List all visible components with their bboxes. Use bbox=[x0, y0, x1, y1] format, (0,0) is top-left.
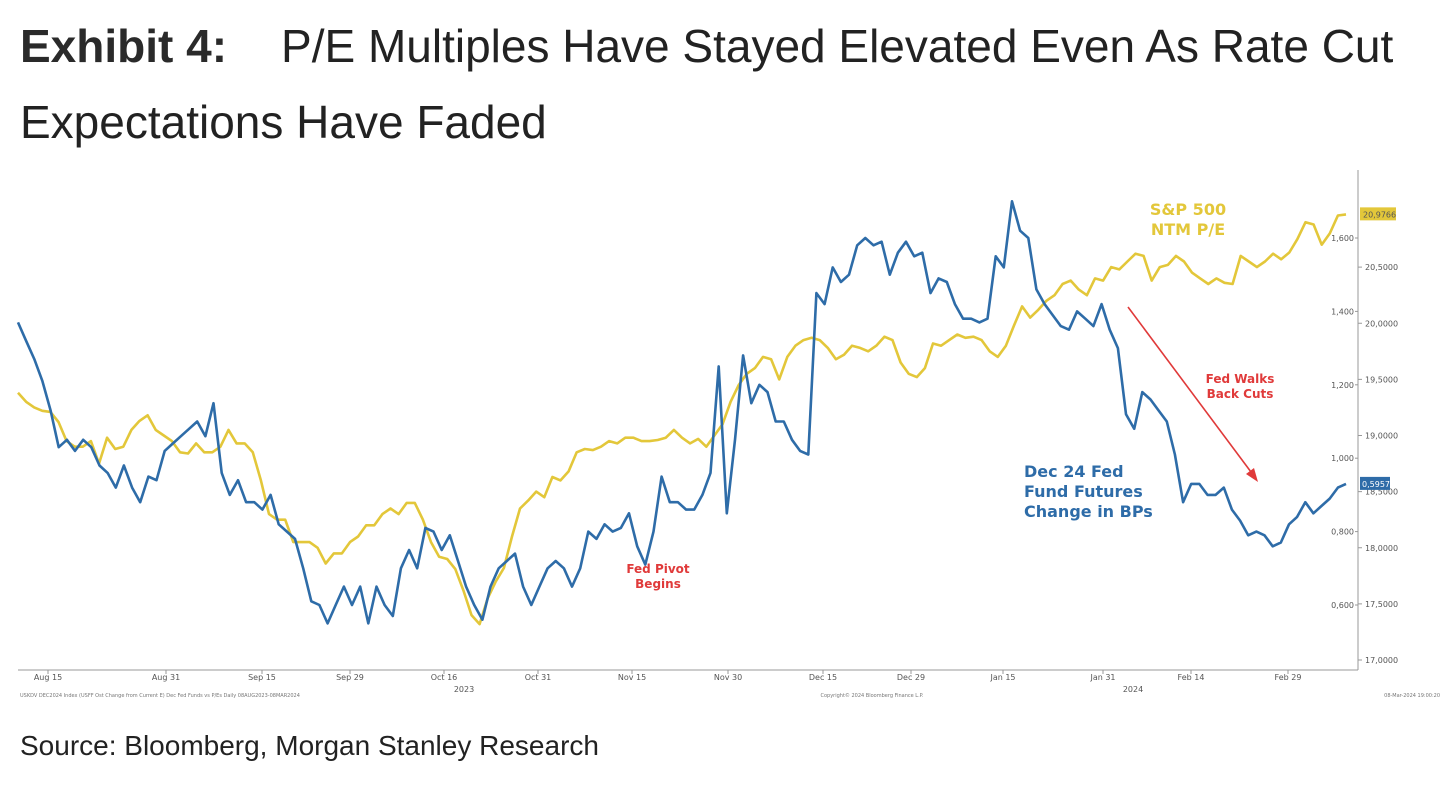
x-tick-label: Feb 29 bbox=[1275, 673, 1302, 682]
x-tick-label: Jan 15 bbox=[989, 673, 1015, 682]
axes-group: Aug 15 Aug 31 Sep 15 Sep 29 Oct 16 Oct 31 Nov … bbox=[18, 170, 1398, 694]
series-group: 20,9766 0,5957 bbox=[16, 200, 1396, 626]
pe-last-value-tag bbox=[1360, 207, 1396, 221]
annotation-fedfunds-line3: Change in BPs bbox=[1024, 502, 1153, 521]
x-tick-label: Sep 29 bbox=[336, 673, 364, 682]
left-axis-tick-label: 0,600 bbox=[1331, 601, 1354, 610]
source-note: Source: Bloomberg, Morgan Stanley Resear… bbox=[20, 730, 599, 761]
year-label-2024: 2024 bbox=[1123, 685, 1143, 694]
title-text: P/E Multiples Have Stayed Elevated Even … bbox=[20, 20, 1394, 148]
x-tick-label: Nov 30 bbox=[714, 673, 742, 682]
exhibit-label: Exhibit 4: bbox=[20, 20, 228, 72]
annotation-sp500-line1: S&P 500 bbox=[1150, 200, 1226, 219]
annotation-pivot-line2: Begins bbox=[635, 577, 681, 591]
right-axis-tick-label: 19,0000 bbox=[1365, 432, 1398, 441]
footnote-center: Copyright© 2024 Bloomberg Finance L.P. bbox=[820, 692, 923, 699]
right-axis-tick-label: 20,0000 bbox=[1365, 319, 1398, 328]
annotation-walkback-line2: Back Cuts bbox=[1207, 387, 1274, 401]
x-tick-label: Jan 31 bbox=[1089, 673, 1115, 682]
x-tick-label: Oct 16 bbox=[431, 673, 458, 682]
annotation-fedfunds-line1: Dec 24 Fed bbox=[1024, 462, 1124, 481]
left-axis-tick-label: 1,400 bbox=[1331, 307, 1354, 316]
left-axis-tick-label: 1,000 bbox=[1331, 454, 1354, 463]
x-tick-label: Sep 15 bbox=[248, 673, 276, 682]
x-tick-label: Aug 31 bbox=[152, 673, 180, 682]
right-axis-tick-label: 18,5000 bbox=[1365, 488, 1398, 497]
right-axis-tick-label: 17,0000 bbox=[1365, 656, 1398, 665]
series-line-fed-funds-futures bbox=[16, 200, 1347, 625]
right-axis-tick-label: 18,0000 bbox=[1365, 544, 1398, 553]
right-axis-tick-label: 19,5000 bbox=[1365, 375, 1398, 384]
x-tick-label: Oct 31 bbox=[525, 673, 552, 682]
chart-title: Exhibit 4: P/E Multiples Have Stayed Elev… bbox=[20, 8, 1440, 160]
annotation-sp500-line2: NTM P/E bbox=[1151, 220, 1225, 239]
annotation-fedfunds-line2: Fund Futures bbox=[1024, 482, 1143, 501]
series-line-sp500-pe bbox=[17, 213, 1347, 626]
annotation-pivot-line1: Fed Pivot bbox=[626, 562, 690, 576]
plot-background bbox=[18, 170, 1358, 670]
ff-last-value-label: 0,5957 bbox=[1362, 480, 1390, 489]
right-axis-tick-label: 20,5000 bbox=[1365, 263, 1398, 272]
x-tick-label: Nov 15 bbox=[618, 673, 646, 682]
arrow-head bbox=[1246, 468, 1258, 482]
x-tick-label: Feb 14 bbox=[1178, 673, 1205, 682]
ff-last-value-tag bbox=[1360, 476, 1390, 490]
left-axis-tick-label: 0,800 bbox=[1331, 528, 1354, 537]
footnotes-group: USKDV DEC2024 Index (USFF Ost Change fro… bbox=[20, 692, 1440, 699]
left-axis-tick-label: 1,200 bbox=[1331, 381, 1354, 390]
year-label-2023: 2023 bbox=[454, 685, 474, 694]
arrow-line bbox=[1127, 306, 1255, 477]
right-axis-tick-label: 17,5000 bbox=[1365, 600, 1398, 609]
footnote-right: 08-Mar-2024 19:00:20 bbox=[1384, 693, 1440, 699]
x-tick-label: Dec 15 bbox=[809, 673, 837, 682]
x-tick-label: Dec 29 bbox=[897, 673, 925, 682]
x-tick-label: Aug 15 bbox=[34, 673, 62, 682]
footnote-left: USKDV DEC2024 Index (USFF Ost Change fro… bbox=[20, 693, 300, 699]
left-axis-tick-label: 1,600 bbox=[1331, 234, 1354, 243]
annotation-walkback-line1: Fed Walks bbox=[1206, 372, 1275, 386]
pe-last-value-label: 20,9766 bbox=[1363, 210, 1396, 219]
